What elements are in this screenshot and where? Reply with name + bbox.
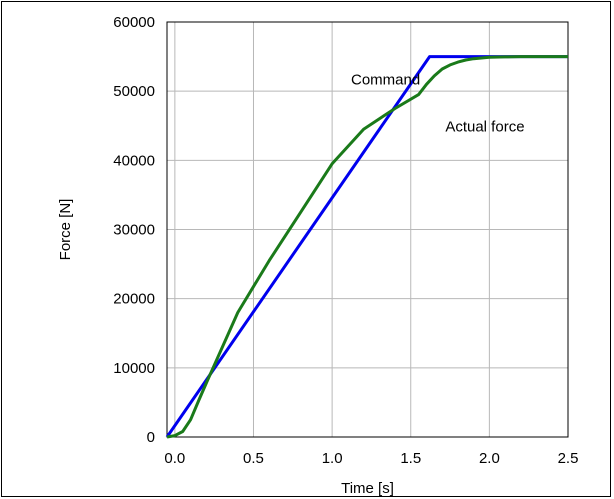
y-tick-label: 40000 [113,152,155,169]
y-axis-ticks: 0 10000 20000 30000 40000 50000 60000 [113,14,155,446]
annotation-actual-force: Actual force [445,118,524,135]
y-tick-label: 10000 [113,360,155,377]
y-tick-label: 0 [147,429,155,446]
x-tick-label: 2.0 [479,450,500,467]
x-axis-ticks: 0.0 0.5 1.0 1.5 2.0 2.5 [164,450,578,467]
annotation-command: Command [351,71,420,88]
series-lines [165,55,568,439]
x-tick-label: 1.0 [322,450,343,467]
series-line-actual-force [166,55,568,439]
x-tick-label: 0.0 [164,450,185,467]
y-tick-label: 60000 [113,14,155,31]
y-tick-label: 20000 [113,291,155,308]
y-tick-label: 30000 [113,222,155,239]
series-line-command [165,55,568,438]
y-axis-label: Force [N] [57,199,74,261]
x-tick-label: 2.5 [558,450,579,467]
y-tick-label: 50000 [113,83,155,100]
x-tick-label: 0.5 [243,450,264,467]
plot-area [166,21,569,438]
x-axis-label: Time [s] [341,480,394,497]
x-tick-label: 1.5 [400,450,421,467]
